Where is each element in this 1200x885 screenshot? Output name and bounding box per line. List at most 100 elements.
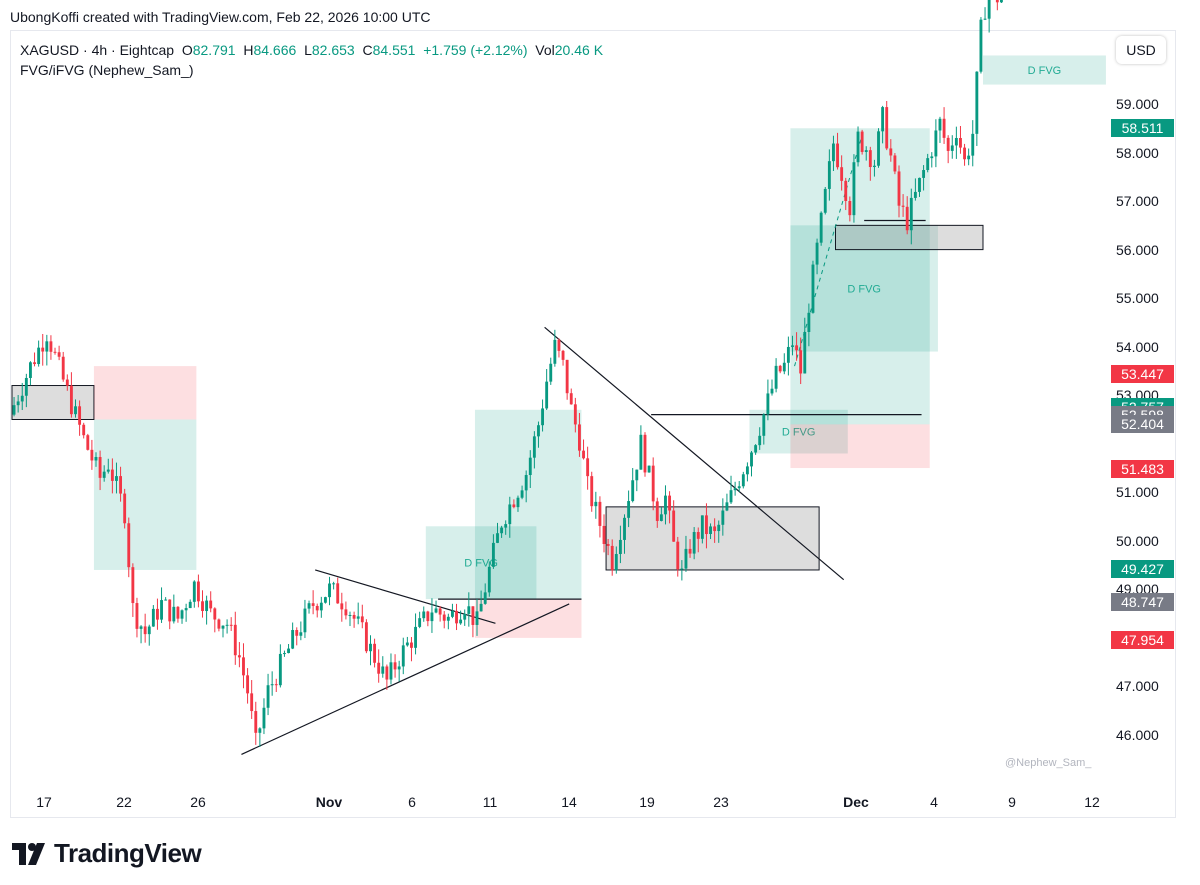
- candle-body: [774, 365, 778, 389]
- candle-body: [545, 381, 549, 409]
- candle-body: [287, 648, 290, 654]
- zone-green-4: [474, 409, 582, 600]
- candle-body: [258, 728, 262, 733]
- candle-body: [594, 501, 598, 507]
- chart-caption: UbongKoffi created with TradingView.com,…: [10, 9, 431, 25]
- candle-body: [840, 167, 844, 181]
- candle-body: [549, 363, 553, 382]
- candle-body: [336, 583, 340, 604]
- candle-body: [127, 523, 131, 568]
- currency-button[interactable]: USD: [1116, 36, 1166, 64]
- candle-body: [414, 626, 417, 648]
- legend-indicator[interactable]: FVG/iFVG (Nephew_Sam_): [20, 62, 194, 78]
- candle-body: [676, 541, 680, 570]
- candle-body: [508, 504, 512, 525]
- fvg-label: D FVG: [782, 427, 816, 439]
- candle-body: [659, 514, 663, 521]
- candle-body: [405, 642, 409, 646]
- candle-body: [745, 466, 749, 475]
- candle-body: [803, 331, 807, 374]
- candle-body: [782, 362, 786, 372]
- candle-body: [344, 609, 348, 616]
- candle-body: [688, 548, 692, 554]
- candle-body: [491, 542, 495, 567]
- candle-body: [610, 545, 614, 571]
- candle-body: [426, 611, 430, 622]
- zone-grey-0: [11, 385, 95, 420]
- candle-body: [401, 645, 405, 667]
- candle-body: [602, 525, 606, 545]
- candle-body: [827, 161, 831, 189]
- candle-body: [524, 475, 528, 491]
- candle-body: [868, 150, 872, 168]
- candle-body: [147, 626, 151, 635]
- candle-body: [639, 434, 643, 470]
- candle-body: [606, 544, 610, 546]
- legend-symbol[interactable]: XAGUSD · 4h · Eightcap: [20, 42, 175, 58]
- candle-body: [299, 632, 303, 636]
- candle-body: [672, 510, 676, 542]
- candle-body: [332, 583, 336, 585]
- candle-body: [926, 158, 930, 171]
- legend-open: 82.791: [192, 42, 236, 58]
- zone-green-10: [790, 225, 938, 352]
- candle-body: [590, 476, 594, 507]
- candle-body: [246, 675, 250, 694]
- candle-body: [786, 346, 790, 363]
- zone-green-2: [93, 419, 197, 570]
- candle-body: [311, 603, 315, 606]
- candle-body: [237, 655, 241, 658]
- candle-body: [49, 341, 53, 352]
- candle-body: [512, 504, 516, 508]
- candle-body: [115, 476, 118, 481]
- candle-body: [950, 145, 954, 151]
- fvg-label: D FVG: [1028, 65, 1062, 77]
- candle-body: [627, 501, 631, 518]
- candle-body: [467, 606, 471, 614]
- candle-body: [754, 445, 758, 453]
- candle-body: [225, 624, 229, 626]
- candle-body: [647, 465, 651, 473]
- candle-body: [717, 524, 721, 532]
- candle-body: [29, 362, 32, 378]
- candle-body: [57, 352, 61, 357]
- candle-body: [848, 201, 852, 216]
- candle-body: [90, 449, 94, 461]
- candle-body: [123, 493, 127, 524]
- candle-body: [168, 599, 172, 622]
- candle-body: [692, 532, 696, 554]
- candle-body: [483, 592, 487, 604]
- candle-body: [233, 624, 237, 656]
- chart-frame[interactable]: [10, 30, 1176, 818]
- candle-body: [254, 711, 258, 733]
- candle-body: [389, 662, 393, 680]
- candle-body: [270, 684, 274, 686]
- candle-body: [201, 601, 204, 612]
- legend-close-label: C: [362, 42, 373, 58]
- candle-body: [557, 339, 561, 351]
- candle-body: [561, 350, 565, 360]
- candle-body: [184, 608, 188, 611]
- legend-open-label: O: [181, 42, 193, 58]
- candle-body: [696, 532, 700, 539]
- candle-body: [741, 474, 745, 487]
- candle-body: [119, 476, 123, 494]
- candle-body: [229, 624, 233, 626]
- zone-grey-6: [605, 506, 820, 571]
- candle-body: [614, 554, 618, 571]
- candle-body: [909, 197, 913, 231]
- candle-body: [623, 517, 626, 540]
- candle-body: [86, 435, 90, 450]
- candle-body: [422, 611, 426, 619]
- candle-body: [410, 642, 413, 648]
- zone-red-5: [474, 599, 582, 638]
- candle-body: [459, 619, 463, 624]
- tradingview-brand[interactable]: TradingView: [12, 838, 202, 869]
- legend-high: 84.666: [253, 42, 297, 58]
- projection-dashed-line: [794, 128, 865, 367]
- candle-body: [618, 539, 622, 555]
- candle-body: [967, 155, 971, 160]
- legend-low: 82.653: [311, 42, 355, 58]
- legend-vol: 20.46: [554, 42, 590, 58]
